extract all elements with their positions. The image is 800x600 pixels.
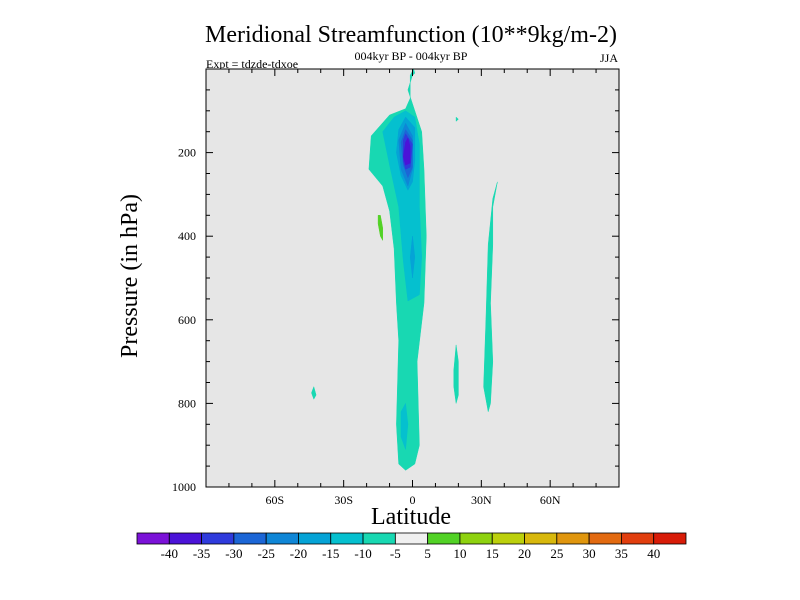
colorbar-label: -15 <box>322 546 339 561</box>
colorbar-label: 25 <box>550 546 563 561</box>
colorbar-label: -25 <box>258 546 275 561</box>
colorbar-label: -20 <box>290 546 307 561</box>
y-axis: 200 400 600 800 1000 <box>172 89 619 494</box>
colorbar-swatch <box>330 532 364 545</box>
chart-subtitle-right: JJA <box>600 51 618 65</box>
colorbar-swatch <box>233 532 267 545</box>
colorbar: -40 -35 -30 -25 -20 -15 -10 -5 5 10 15 20 25 30 35 40 <box>136 532 687 561</box>
x-tick-label: 30S <box>334 493 353 507</box>
colorbar-swatch <box>201 532 235 545</box>
contour-layer <box>311 68 498 471</box>
colorbar-swatch <box>588 532 622 545</box>
contour-speck-40S <box>311 385 317 400</box>
contour-green-blob-20S <box>377 215 383 241</box>
colorbar-swatch <box>459 532 493 545</box>
colorbar-swatch <box>362 532 396 545</box>
colorbar-label: -40 <box>161 546 178 561</box>
x-tick-label: 30N <box>471 493 492 507</box>
colorbar-label: 15 <box>486 546 499 561</box>
colorbar-swatch <box>136 532 170 545</box>
chart-subtitle-left: Expt = tdzde-tdxoe <box>206 57 298 71</box>
contour-cell-20N <box>453 344 459 404</box>
y-tick-label: 400 <box>178 229 196 243</box>
y-tick-label: 200 <box>178 146 196 160</box>
colorbar-label: 35 <box>615 546 628 561</box>
colorbar-swatch <box>556 532 590 545</box>
colorbar-swatch <box>524 532 558 545</box>
colorbar-label: -35 <box>193 546 210 561</box>
colorbar-label: -10 <box>354 546 371 561</box>
colorbar-swatch <box>491 532 525 545</box>
contour-main-cell-core <box>403 137 411 166</box>
x-axis: 60S 30S 0 30N 60N <box>228 69 597 507</box>
y-tick-label: 800 <box>178 396 196 410</box>
y-tick-label: 600 <box>178 313 196 327</box>
colorbar-swatch <box>265 532 299 545</box>
chart-title: Meridional Streamfunction (10**9kg/m-2) <box>205 22 617 48</box>
colorbar-label: 10 <box>453 546 466 561</box>
contour-mid-lobe <box>409 236 416 279</box>
colorbar-label: -5 <box>390 546 401 561</box>
colorbar-swatch <box>427 532 461 545</box>
colorbar-swatch <box>298 532 332 545</box>
colorbar-swatch <box>621 532 655 545</box>
colorbar-swatch <box>653 532 687 545</box>
colorbar-label: 20 <box>518 546 531 561</box>
y-tick-label: 1000 <box>172 480 196 494</box>
contour-cell-35N <box>483 181 498 412</box>
chart-subtitle-center: 004kyr BP - 004kyr BP <box>355 49 468 63</box>
colorbar-label: 5 <box>424 546 431 561</box>
x-axis-label: Latitude <box>371 504 451 530</box>
x-tick-label: 60N <box>540 493 561 507</box>
x-tick-label: 0 <box>410 493 416 507</box>
x-tick-label: 60S <box>265 493 284 507</box>
y-axis-label: Pressure (in hPa) <box>117 194 143 358</box>
colorbar-swatch <box>168 532 202 545</box>
colorbar-label: 40 <box>647 546 660 561</box>
contour-speck-20N-top <box>455 116 459 122</box>
contour-lower-lobe <box>400 402 409 450</box>
colorbar-swatch <box>394 532 429 545</box>
colorbar-label: -30 <box>225 546 242 561</box>
colorbar-label: 30 <box>583 546 596 561</box>
